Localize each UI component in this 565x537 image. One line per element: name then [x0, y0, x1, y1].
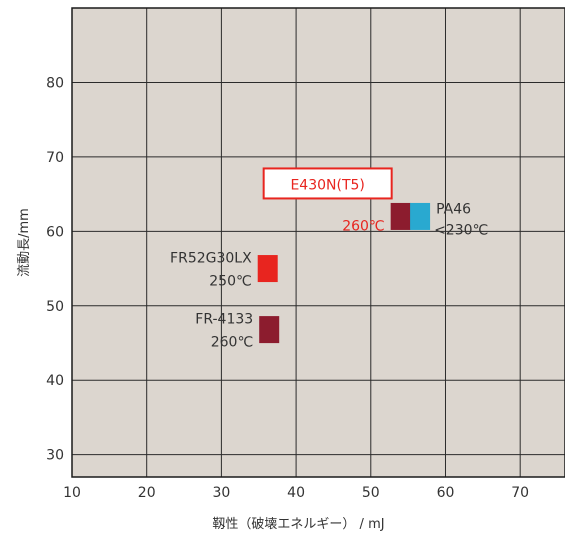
label-box [262, 167, 393, 200]
y-axis-title: 流動長/mm [17, 208, 32, 277]
y-tick-label: 70 [46, 150, 64, 166]
x-tick-label: 10 [63, 485, 81, 501]
grid [72, 8, 565, 477]
x-axis-title: 靱性（破壊エネルギー） / mJ [212, 517, 384, 532]
x-tick-label: 40 [287, 485, 305, 501]
point-sublabel: 260℃ [211, 335, 253, 351]
point-label: FR52G30LX [170, 251, 252, 267]
data-point [259, 316, 280, 344]
point-label: FR-4133 [195, 312, 253, 328]
x-tick-label: 50 [362, 485, 380, 501]
y-tick-label: 80 [46, 75, 64, 91]
data-point [410, 202, 431, 230]
plot-area [72, 8, 565, 477]
x-tick-label: 20 [138, 485, 156, 501]
tick-labels: 10 20 30 40 50 60 70 30 40 50 60 70 80 [46, 75, 529, 501]
point-labels: E430N(T5) 260℃ PA46 <230℃ FR52G30LX 250℃ FR-41… [170, 167, 488, 351]
data-point [390, 202, 411, 230]
data-point [257, 255, 278, 283]
point-sublabel: <230℃ [434, 222, 488, 238]
point-label: E430N(T5) [290, 177, 364, 193]
point-sublabel: 260℃ [342, 218, 384, 234]
y-tick-label: 50 [46, 299, 64, 315]
x-tick-label: 60 [437, 485, 455, 501]
data-points [257, 202, 431, 344]
x-tick-label: 70 [511, 485, 529, 501]
point-sublabel: 250℃ [209, 274, 251, 290]
point-label: PA46 [436, 201, 471, 217]
x-tick-label: 30 [212, 485, 230, 501]
y-tick-label: 40 [46, 373, 64, 389]
y-tick-label: 30 [46, 448, 64, 464]
plot-frame [71, 7, 565, 478]
y-tick-label: 60 [46, 224, 64, 240]
